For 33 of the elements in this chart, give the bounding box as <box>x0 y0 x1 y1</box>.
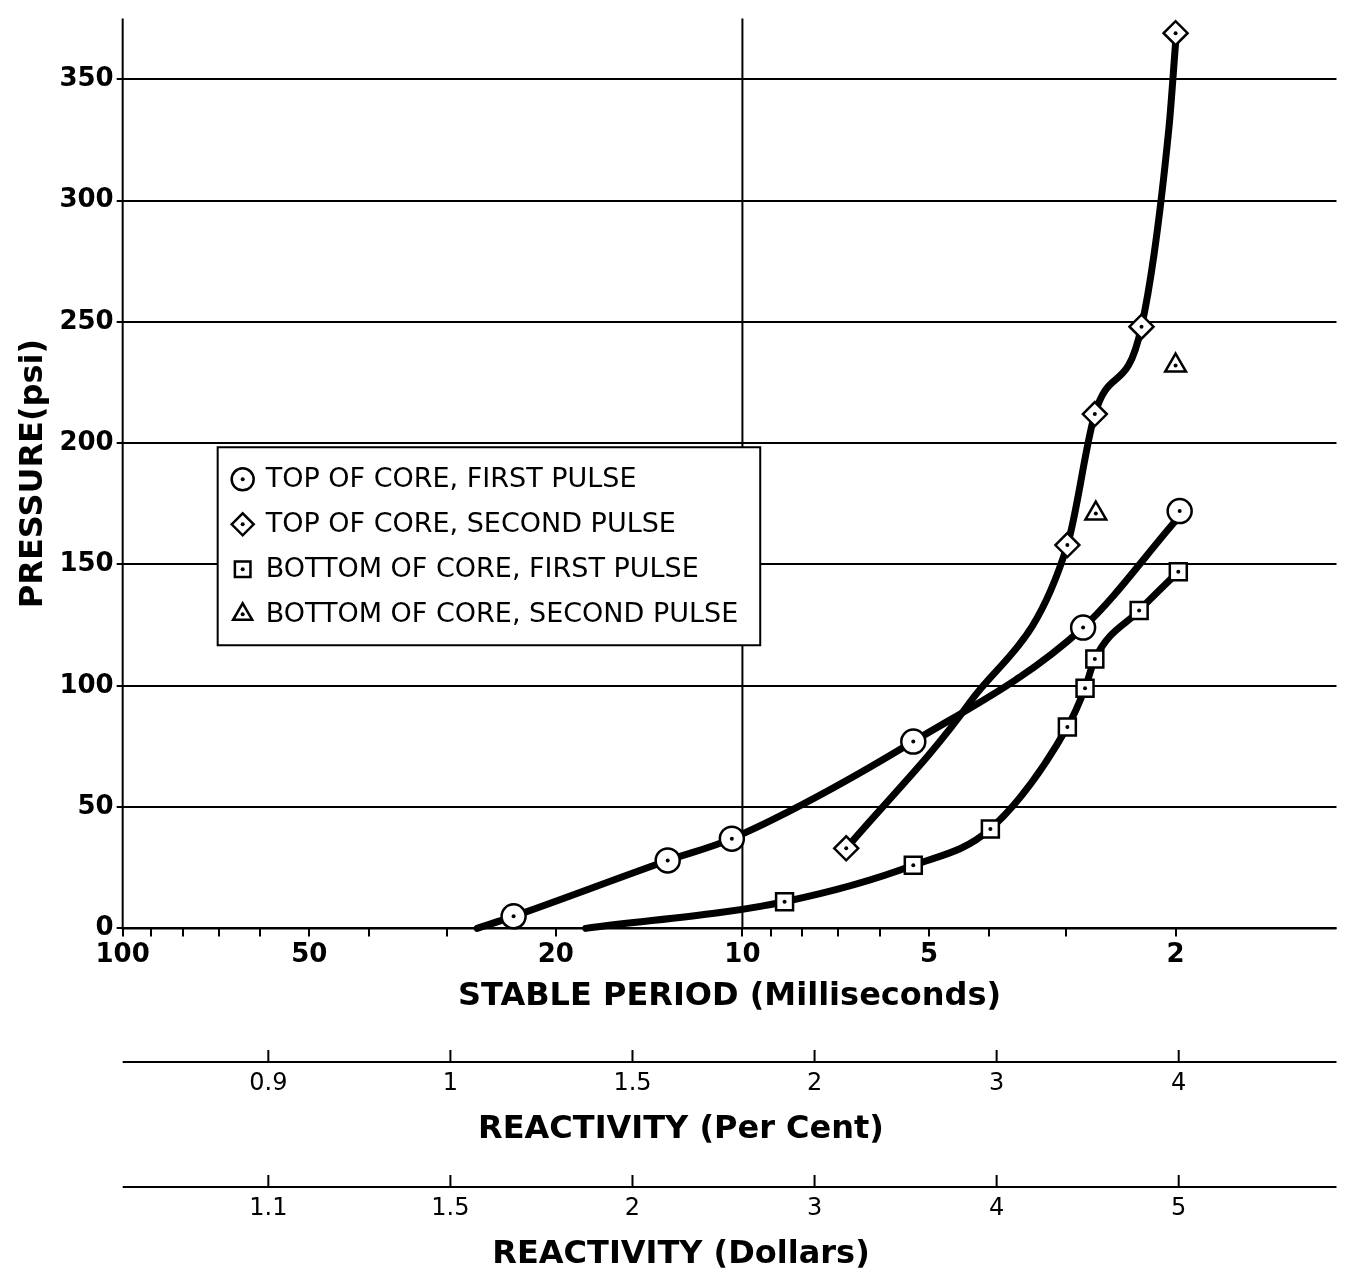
text: 1 <box>442 1068 459 1097</box>
text: 0.9 <box>249 1068 288 1097</box>
legend-label: TOP OF CORE, FIRST PULSE <box>264 462 637 494</box>
y-axis-title: PRESSURE(psi) <box>11 338 50 609</box>
text: 1.5 <box>613 1068 652 1097</box>
text: 5 <box>1171 1193 1187 1222</box>
y-tick-label: 300 <box>59 183 114 214</box>
y-tick-label: 250 <box>59 304 114 335</box>
text: REACTIVITY (Per Cent) <box>478 1108 884 1147</box>
text: 3 <box>988 1068 1005 1097</box>
y-tick-label: 50 <box>77 789 114 820</box>
text: 1.1 <box>249 1193 288 1222</box>
y-tick-label: 0 <box>95 911 114 942</box>
text: 4 <box>988 1193 1005 1222</box>
legend-label: BOTTOM OF CORE, SECOND PULSE <box>265 597 739 629</box>
x-tick-label: 50 <box>291 937 328 968</box>
x-tick-label: 5 <box>919 937 939 968</box>
text: 3 <box>806 1193 823 1222</box>
x-axis-title: STABLE PERIOD (Milliseconds) <box>458 975 1002 1014</box>
text: 1.5 <box>431 1193 470 1222</box>
y-tick-label: 150 <box>59 547 114 578</box>
x-tick-label: 2 <box>1166 937 1185 968</box>
text: 2 <box>624 1193 641 1222</box>
text: REACTIVITY (Dollars) <box>492 1233 870 1272</box>
y-tick-label: 350 <box>59 62 114 92</box>
x-tick-label: 10 <box>724 937 761 968</box>
legend-label: TOP OF CORE, SECOND PULSE <box>264 507 676 539</box>
y-tick-label: 200 <box>59 425 114 456</box>
text: 2 <box>806 1068 823 1097</box>
y-tick-label: 100 <box>59 668 114 699</box>
legend-label: BOTTOM OF CORE, FIRST PULSE <box>265 552 699 584</box>
x-tick-label: 20 <box>537 937 574 968</box>
text: 4 <box>1171 1068 1187 1097</box>
